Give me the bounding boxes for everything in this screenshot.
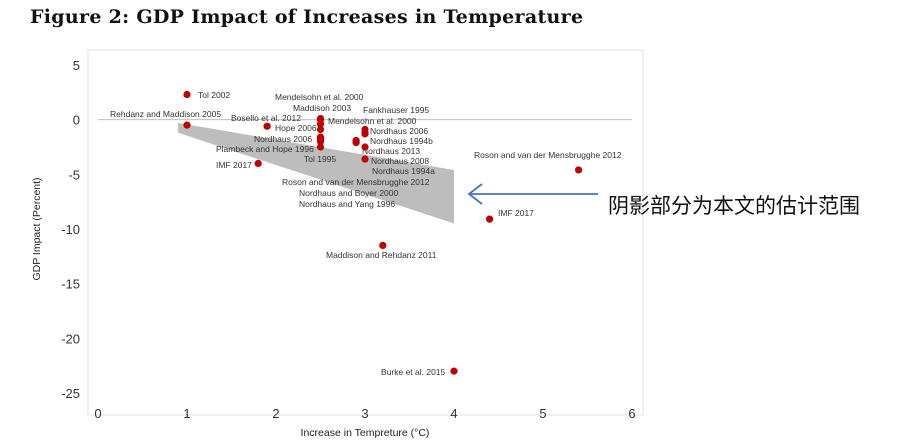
point-label: Nordhaus and Boyer 2000 bbox=[299, 188, 399, 198]
point-label: Nordhaus 1994b bbox=[370, 136, 433, 146]
data-point bbox=[486, 215, 494, 223]
point-label: Mendelsohn et al. 2000 bbox=[275, 92, 364, 102]
point-label: Nordhaus 1994a bbox=[372, 166, 435, 176]
y-tick-label: 0 bbox=[73, 113, 80, 128]
x-tick-label: 3 bbox=[361, 406, 368, 421]
y-tick-label: -5 bbox=[68, 167, 80, 182]
point-label: Tol 1995 bbox=[304, 154, 336, 164]
data-point bbox=[361, 130, 369, 138]
x-tick-label: 2 bbox=[272, 406, 279, 421]
x-tick-label: 4 bbox=[450, 406, 457, 421]
data-point bbox=[316, 134, 325, 142]
point-label: Fankhauser 1995 bbox=[363, 105, 429, 115]
data-point bbox=[316, 125, 325, 134]
data-point bbox=[183, 90, 191, 99]
x-tick-label: 5 bbox=[539, 406, 546, 421]
point-label: IMF 2017 bbox=[216, 160, 252, 170]
data-point bbox=[352, 139, 360, 147]
point-label: Bosello et al. 2012 bbox=[231, 113, 301, 123]
point-label: Rehdanz and Maddison 2005 bbox=[110, 109, 221, 119]
shaded-range-annotation: 阴影部分为本文的估计范围 bbox=[608, 194, 860, 218]
data-point bbox=[361, 143, 369, 151]
data-point bbox=[450, 367, 458, 375]
data-point bbox=[379, 241, 387, 249]
point-label: Nordhaus 2008 bbox=[371, 156, 429, 166]
point-label: Maddison and Rehdanz 2011 bbox=[326, 250, 437, 260]
data-point bbox=[316, 143, 325, 151]
point-label: Roson and van der Mensbrugghe 2012 bbox=[282, 177, 430, 187]
point-label: Nordhaus 2013 bbox=[362, 146, 420, 156]
y-tick-label: -25 bbox=[61, 386, 80, 401]
y-tick-label: -15 bbox=[61, 277, 80, 292]
x-axis-label: Increase in Tempreture (°C) bbox=[301, 427, 430, 439]
plot-frame bbox=[87, 49, 644, 416]
data-point bbox=[575, 166, 583, 174]
data-point bbox=[263, 122, 271, 130]
y-tick-label: -10 bbox=[61, 222, 80, 237]
x-tick-label: 1 bbox=[183, 406, 190, 421]
x-tick-label: 6 bbox=[628, 406, 635, 421]
estimate-range-shade bbox=[178, 122, 454, 224]
point-label: Tol 2002 bbox=[198, 90, 230, 100]
x-tick-label: 0 bbox=[94, 406, 101, 421]
arrow-head-icon bbox=[467, 183, 483, 205]
data-point bbox=[254, 159, 262, 167]
point-label: IMF 2017 bbox=[498, 208, 534, 218]
data-point bbox=[183, 121, 191, 129]
point-label: Roson and van der Mensbrugghe 2012 bbox=[474, 150, 622, 160]
figure-title: Figure 2: GDP Impact of Increases in Tem… bbox=[30, 6, 584, 28]
data-point bbox=[361, 155, 369, 163]
point-label: Nordhaus and Yang 1996 bbox=[299, 199, 395, 209]
y-axis-label: GDP Impact (Percent) bbox=[31, 177, 43, 280]
point-label: Burke et al. 2015 bbox=[381, 367, 446, 377]
point-label: Plambeck and Hope 1996 bbox=[216, 144, 314, 154]
point-label: Mendelsohn et al. 2000 bbox=[328, 116, 417, 126]
point-label: Maddison 2003 bbox=[293, 103, 351, 113]
point-label: Nordhaus 2006 bbox=[370, 126, 428, 136]
y-tick-label: -20 bbox=[61, 331, 80, 346]
data-point bbox=[316, 120, 325, 128]
point-label: Nordhaus 2006 bbox=[254, 134, 312, 144]
point-label: Hope 2006 bbox=[275, 123, 317, 133]
y-tick-label: 5 bbox=[73, 58, 80, 73]
